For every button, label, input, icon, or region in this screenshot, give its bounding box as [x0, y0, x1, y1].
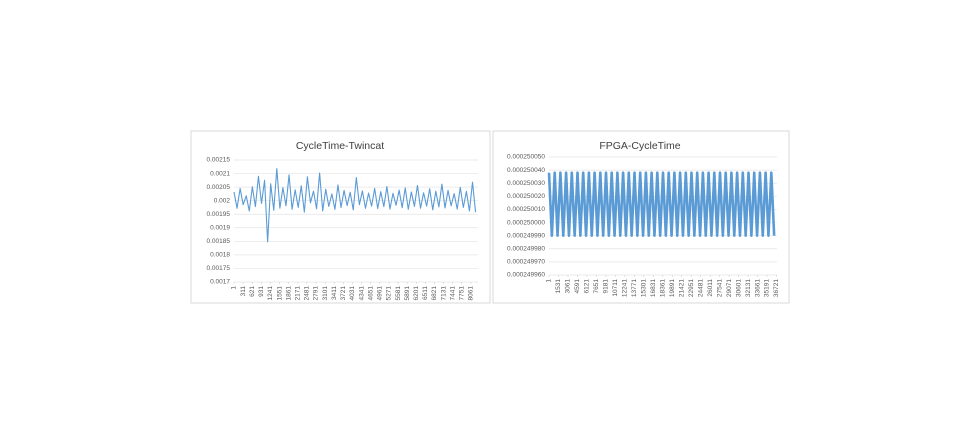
- y-tick-label: 0.00205: [207, 184, 231, 191]
- y-tick-label: 0.000250050: [507, 154, 545, 161]
- y-tick-label: 0.000250010: [507, 206, 545, 213]
- x-tick-label: 4341: [358, 286, 365, 301]
- y-tick-label: 0.000249960: [507, 272, 545, 279]
- x-tick-label: 32131: [745, 279, 752, 297]
- x-tick-label: 30601: [735, 279, 742, 297]
- y-tick-label: 0.00195: [207, 211, 231, 218]
- x-tick-label: 2791: [313, 286, 320, 301]
- x-tick-label: 29071: [726, 279, 733, 297]
- x-tick-label: 311: [240, 286, 247, 297]
- x-tick-label: 26011: [707, 279, 714, 297]
- x-tick-label: 6121: [584, 279, 591, 294]
- x-tick-label: 621: [249, 286, 256, 297]
- x-tick-label: 6201: [413, 286, 420, 301]
- x-tick-label: 5581: [395, 286, 402, 301]
- x-tick-label: 6821: [431, 286, 438, 301]
- x-tick-label: 3101: [322, 286, 329, 301]
- x-tick-label: 7131: [440, 286, 447, 301]
- y-tick-label: 0.000250030: [507, 180, 545, 187]
- y-tick-label: 0.00215: [207, 157, 231, 164]
- x-tick-label: 6511: [422, 286, 429, 300]
- x-tick-label: 5271: [386, 286, 393, 301]
- x-tick-label: 21421: [678, 279, 685, 297]
- x-tick-label: 35191: [764, 279, 771, 297]
- x-tick-label: 16831: [650, 279, 657, 297]
- y-tick-label: 0.0018: [210, 252, 230, 259]
- x-tick-label: 9181: [603, 279, 610, 294]
- y-tick-label: 0.000250000: [507, 219, 545, 226]
- x-tick-label: 24481: [697, 279, 704, 297]
- x-tick-label: 1241: [267, 286, 274, 301]
- y-tick-label: 0.0017: [210, 279, 230, 286]
- x-tick-label: 4651: [367, 286, 374, 301]
- x-tick-label: 22951: [688, 279, 695, 297]
- x-tick-label: 7651: [593, 279, 600, 294]
- chart-panel: [190, 130, 491, 304]
- y-tick-label: 0.000249980: [507, 245, 545, 252]
- x-tick-label: 5891: [404, 286, 411, 301]
- x-tick-label: 1: [546, 279, 553, 283]
- x-tick-label: 4961: [377, 286, 384, 301]
- y-tick-label: 0.0019: [210, 224, 230, 231]
- x-tick-label: 7751: [459, 286, 466, 301]
- y-tick-label: 0.002: [214, 197, 231, 204]
- x-tick-label: 12241: [622, 279, 629, 297]
- x-tick-label: 7441: [449, 286, 456, 301]
- x-tick-label: 36721: [773, 279, 780, 297]
- x-tick-label: 4031: [349, 286, 356, 301]
- x-tick-label: 19891: [669, 279, 676, 297]
- x-tick-label: 1: [231, 286, 238, 290]
- x-tick-label: 2171: [295, 286, 302, 301]
- x-tick-label: 3721: [340, 286, 347, 301]
- y-tick-label: 0.000249990: [507, 232, 545, 239]
- y-tick-label: 0.000249970: [507, 259, 545, 266]
- x-tick-label: 1551: [276, 286, 283, 301]
- x-tick-label: 27541: [716, 279, 723, 297]
- x-tick-label: 13771: [631, 279, 638, 297]
- x-tick-label: 1531: [555, 279, 562, 294]
- x-tick-label: 2481: [304, 286, 311, 301]
- x-tick-label: 1861: [285, 286, 292, 301]
- data-line: [233, 168, 477, 243]
- x-tick-label: 10711: [612, 279, 619, 297]
- x-tick-label: 931: [258, 286, 265, 297]
- x-tick-label: 8061: [468, 286, 475, 301]
- chart-title: FPGA-CycleTime: [599, 140, 680, 152]
- x-tick-label: 15301: [641, 279, 648, 297]
- y-tick-label: 0.00175: [207, 265, 231, 272]
- y-tick-label: 0.00185: [207, 238, 231, 245]
- y-tick-label: 0.000250020: [507, 193, 545, 200]
- data-line: [547, 171, 776, 237]
- x-tick-label: 4591: [574, 279, 581, 294]
- x-tick-label: 18361: [659, 279, 666, 297]
- x-tick-label: 33661: [754, 279, 761, 297]
- x-tick-label: 3061: [565, 279, 572, 294]
- y-tick-label: 0.0021: [210, 170, 230, 177]
- y-tick-label: 0.000250040: [507, 167, 545, 174]
- x-tick-label: 3411: [331, 286, 338, 300]
- chart-title: CycleTime-Twincat: [296, 140, 384, 152]
